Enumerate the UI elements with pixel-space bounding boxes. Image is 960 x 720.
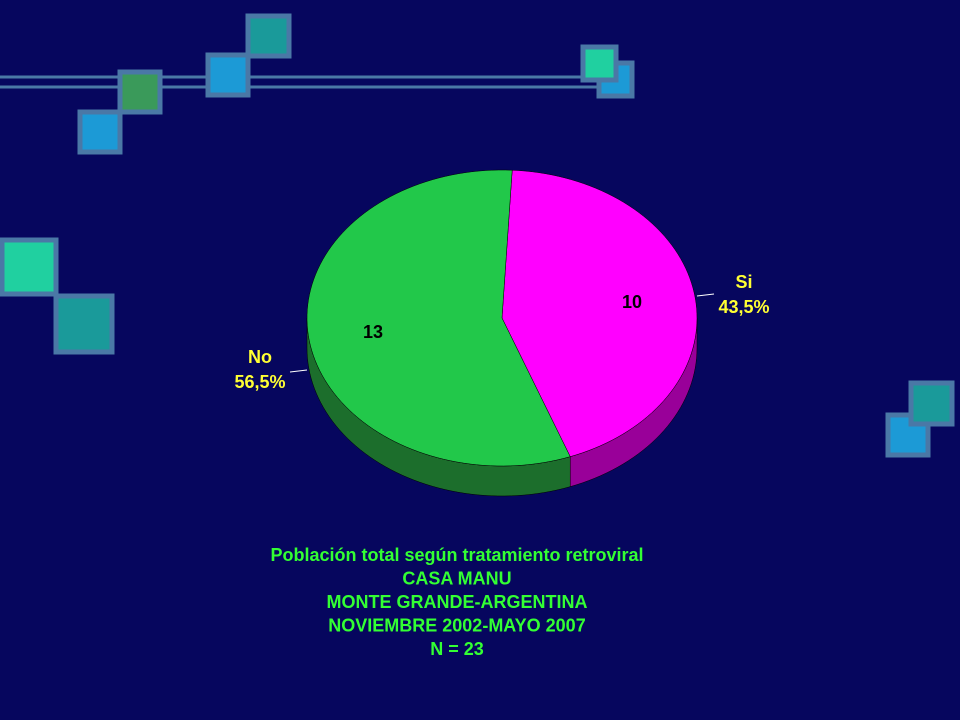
pie-slice (306, 169, 571, 467)
percent-label: 43,5% (718, 297, 769, 317)
deco-square (77, 109, 123, 155)
deco-square (580, 44, 619, 83)
leader-line (289, 369, 308, 373)
leader-line (696, 293, 715, 297)
deco-square (205, 52, 251, 98)
percent-label: 56,5% (234, 372, 285, 392)
deco-square (0, 237, 59, 297)
chart-title: MONTE GRANDE-ARGENTINA (327, 592, 588, 612)
chart-title: Población total según tratamiento retrov… (270, 545, 643, 565)
deco-square (885, 412, 931, 458)
chart-title: NOVIEMBRE 2002-MAYO 2007 (328, 615, 585, 635)
chart-title: N = 23 (430, 639, 484, 659)
deco-square (908, 380, 955, 427)
value-label: 10 (622, 292, 642, 312)
deco-square (245, 13, 292, 59)
deco-square (53, 293, 115, 355)
deco-square (117, 69, 163, 115)
chart-title: CASA MANU (402, 568, 511, 588)
category-label: Si (735, 272, 752, 292)
value-label: 13 (363, 322, 383, 342)
pie-slice (501, 169, 698, 457)
category-label: No (248, 347, 272, 367)
decoration (0, 13, 955, 458)
